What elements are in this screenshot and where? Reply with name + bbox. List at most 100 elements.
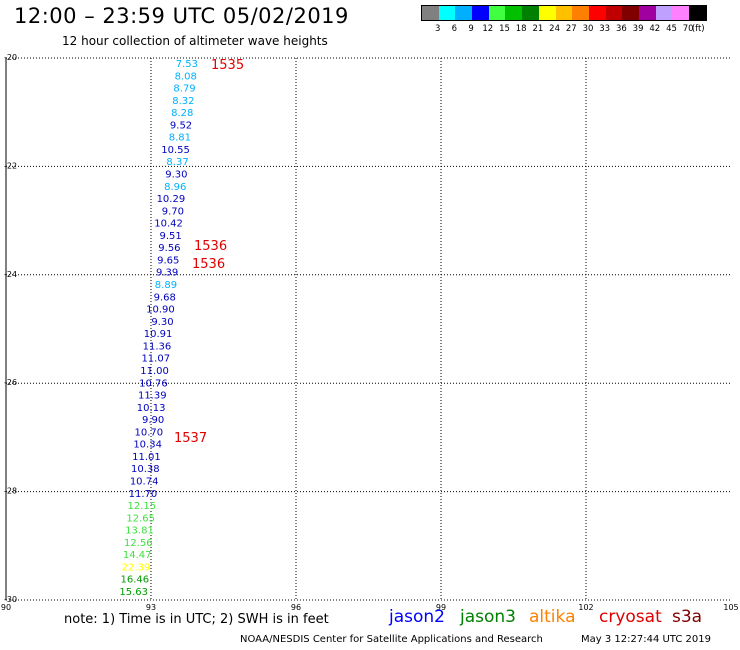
legend-swatch bbox=[689, 6, 706, 20]
swh-observation: 15.63 bbox=[119, 587, 148, 598]
swh-observation: 10.38 bbox=[131, 464, 160, 475]
legend-label: 39 bbox=[632, 24, 644, 34]
legend-label: 12 bbox=[482, 24, 494, 34]
legend-swatch bbox=[588, 6, 606, 20]
swh-observation: 14.47 bbox=[123, 550, 152, 561]
lon-tick-label: 105 bbox=[723, 603, 738, 612]
swh-observation: 10.76 bbox=[139, 378, 168, 389]
swh-observation: 9.52 bbox=[170, 120, 192, 131]
swh-observation: 10.42 bbox=[154, 219, 183, 230]
legend-label: 21 bbox=[532, 24, 544, 34]
swh-observation: 9.51 bbox=[159, 231, 181, 242]
time-label: 1536 bbox=[194, 239, 227, 254]
legend-swatch bbox=[572, 6, 589, 20]
satellite-jason3: jason3 bbox=[460, 607, 516, 627]
swh-observation: 10.91 bbox=[144, 329, 173, 340]
swh-observation: 9.39 bbox=[156, 268, 178, 279]
lat-tick-label: -24 bbox=[4, 270, 17, 279]
footer-note: note: 1) Time is in UTC; 2) SWH is in fe… bbox=[64, 612, 329, 627]
swh-observation: 9.30 bbox=[151, 317, 173, 328]
legend-swatch bbox=[488, 6, 506, 20]
swh-observation: 12.56 bbox=[124, 538, 153, 549]
legend-swatch bbox=[438, 6, 456, 20]
satellite-jason2: jason2 bbox=[389, 607, 445, 627]
swh-observation: 12.15 bbox=[127, 501, 156, 512]
lon-tick-label: 90 bbox=[1, 603, 11, 612]
swh-observation: 22.39 bbox=[122, 562, 151, 573]
legend-swatch bbox=[622, 6, 639, 20]
swh-observation: 11.70 bbox=[129, 489, 158, 500]
legend-swatch bbox=[638, 6, 656, 20]
legend-label: 30 bbox=[582, 24, 594, 34]
lat-tick-label: -22 bbox=[4, 161, 17, 170]
satellite-cryosat: cryosat bbox=[599, 607, 662, 627]
legend-label: 6 bbox=[451, 24, 458, 34]
legend-label: 27 bbox=[565, 24, 577, 34]
credit-line: NOAA/NESDIS Center for Satellite Applica… bbox=[240, 634, 543, 645]
legend-swatch bbox=[522, 6, 539, 20]
swh-observation: 16.46 bbox=[121, 575, 150, 586]
swh-observation: 9.30 bbox=[165, 170, 187, 181]
legend-label: (ft) bbox=[691, 24, 705, 34]
lon-tick-label: 96 bbox=[291, 603, 301, 612]
legend-label: 18 bbox=[515, 24, 527, 34]
swh-observation: 9.65 bbox=[157, 255, 179, 266]
legend-label: 42 bbox=[649, 24, 661, 34]
swh-observation: 10.55 bbox=[161, 145, 190, 156]
lon-tick-label: 99 bbox=[436, 603, 446, 612]
legend-swatch bbox=[422, 6, 439, 20]
color-legend: 3 6 9 12 15 18 21 24 27 30 33 36 39 42 45 70 (ft) bbox=[421, 5, 707, 35]
satellite-altika: altika bbox=[529, 607, 576, 627]
legend-swatch bbox=[655, 6, 673, 20]
legend-label: 24 bbox=[549, 24, 561, 34]
swh-observation: 9.90 bbox=[142, 415, 164, 426]
satellite-s3a: s3a bbox=[672, 607, 703, 627]
lat-tick-label: -26 bbox=[4, 378, 17, 387]
swh-observation: 11.39 bbox=[138, 391, 167, 402]
swh-observation: 8.96 bbox=[164, 182, 186, 193]
swh-observation: 9.70 bbox=[162, 206, 184, 217]
lat-tick-label: -30 bbox=[4, 595, 17, 604]
legend-swatch bbox=[455, 6, 473, 20]
swh-observation: 10.13 bbox=[137, 403, 166, 414]
swh-observation: 8.32 bbox=[172, 96, 194, 107]
swh-observation: 8.28 bbox=[171, 108, 193, 119]
legend-label: 36 bbox=[615, 24, 627, 34]
swh-observation: 8.89 bbox=[155, 280, 177, 291]
swh-observation: 10.29 bbox=[157, 194, 186, 205]
lat-tick-label: -28 bbox=[4, 487, 17, 496]
swh-observation: 7.53 bbox=[176, 59, 198, 70]
swh-observation: 11.07 bbox=[141, 354, 170, 365]
swh-observation: 10.70 bbox=[134, 427, 163, 438]
legend-swatch bbox=[605, 6, 623, 20]
legend-swatches bbox=[421, 5, 707, 21]
legend-label: 9 bbox=[468, 24, 474, 34]
time-label: 1535 bbox=[211, 58, 244, 73]
swh-observation: 9.68 bbox=[154, 292, 176, 303]
generation-timestamp: May 3 12:27:44 UTC 2019 bbox=[581, 634, 711, 645]
swh-observation: 9.56 bbox=[158, 243, 180, 254]
legend-label: 45 bbox=[666, 24, 677, 34]
lon-tick-label: 102 bbox=[578, 603, 593, 612]
page-subtitle: 12 hour collection of altimeter wave hei… bbox=[62, 34, 328, 48]
legend-swatch bbox=[672, 6, 689, 20]
swh-observation: 11.01 bbox=[132, 452, 161, 463]
swh-observation: 10.90 bbox=[146, 305, 175, 316]
swh-observation: 8.37 bbox=[166, 157, 188, 168]
legend-swatch bbox=[538, 6, 556, 20]
swh-observation: 13.81 bbox=[125, 526, 154, 537]
swh-observation: 12.65 bbox=[126, 513, 155, 524]
legend-label: 70 bbox=[682, 24, 694, 34]
legend-swatch bbox=[505, 6, 523, 20]
lat-tick-label: -20 bbox=[4, 53, 17, 62]
legend-labels: 3 6 9 12 15 18 21 24 27 30 33 36 39 42 45 70 (ft) bbox=[421, 21, 707, 35]
legend-label: 3 bbox=[434, 24, 441, 34]
lon-tick-label: 93 bbox=[146, 603, 156, 612]
swh-observation: 11.00 bbox=[140, 366, 169, 377]
swh-observation: 10.34 bbox=[133, 440, 162, 451]
legend-swatch bbox=[472, 6, 489, 20]
swh-observation: 8.08 bbox=[175, 71, 197, 82]
swh-observation: 10.74 bbox=[130, 476, 159, 487]
swh-observation: 8.79 bbox=[173, 84, 195, 95]
